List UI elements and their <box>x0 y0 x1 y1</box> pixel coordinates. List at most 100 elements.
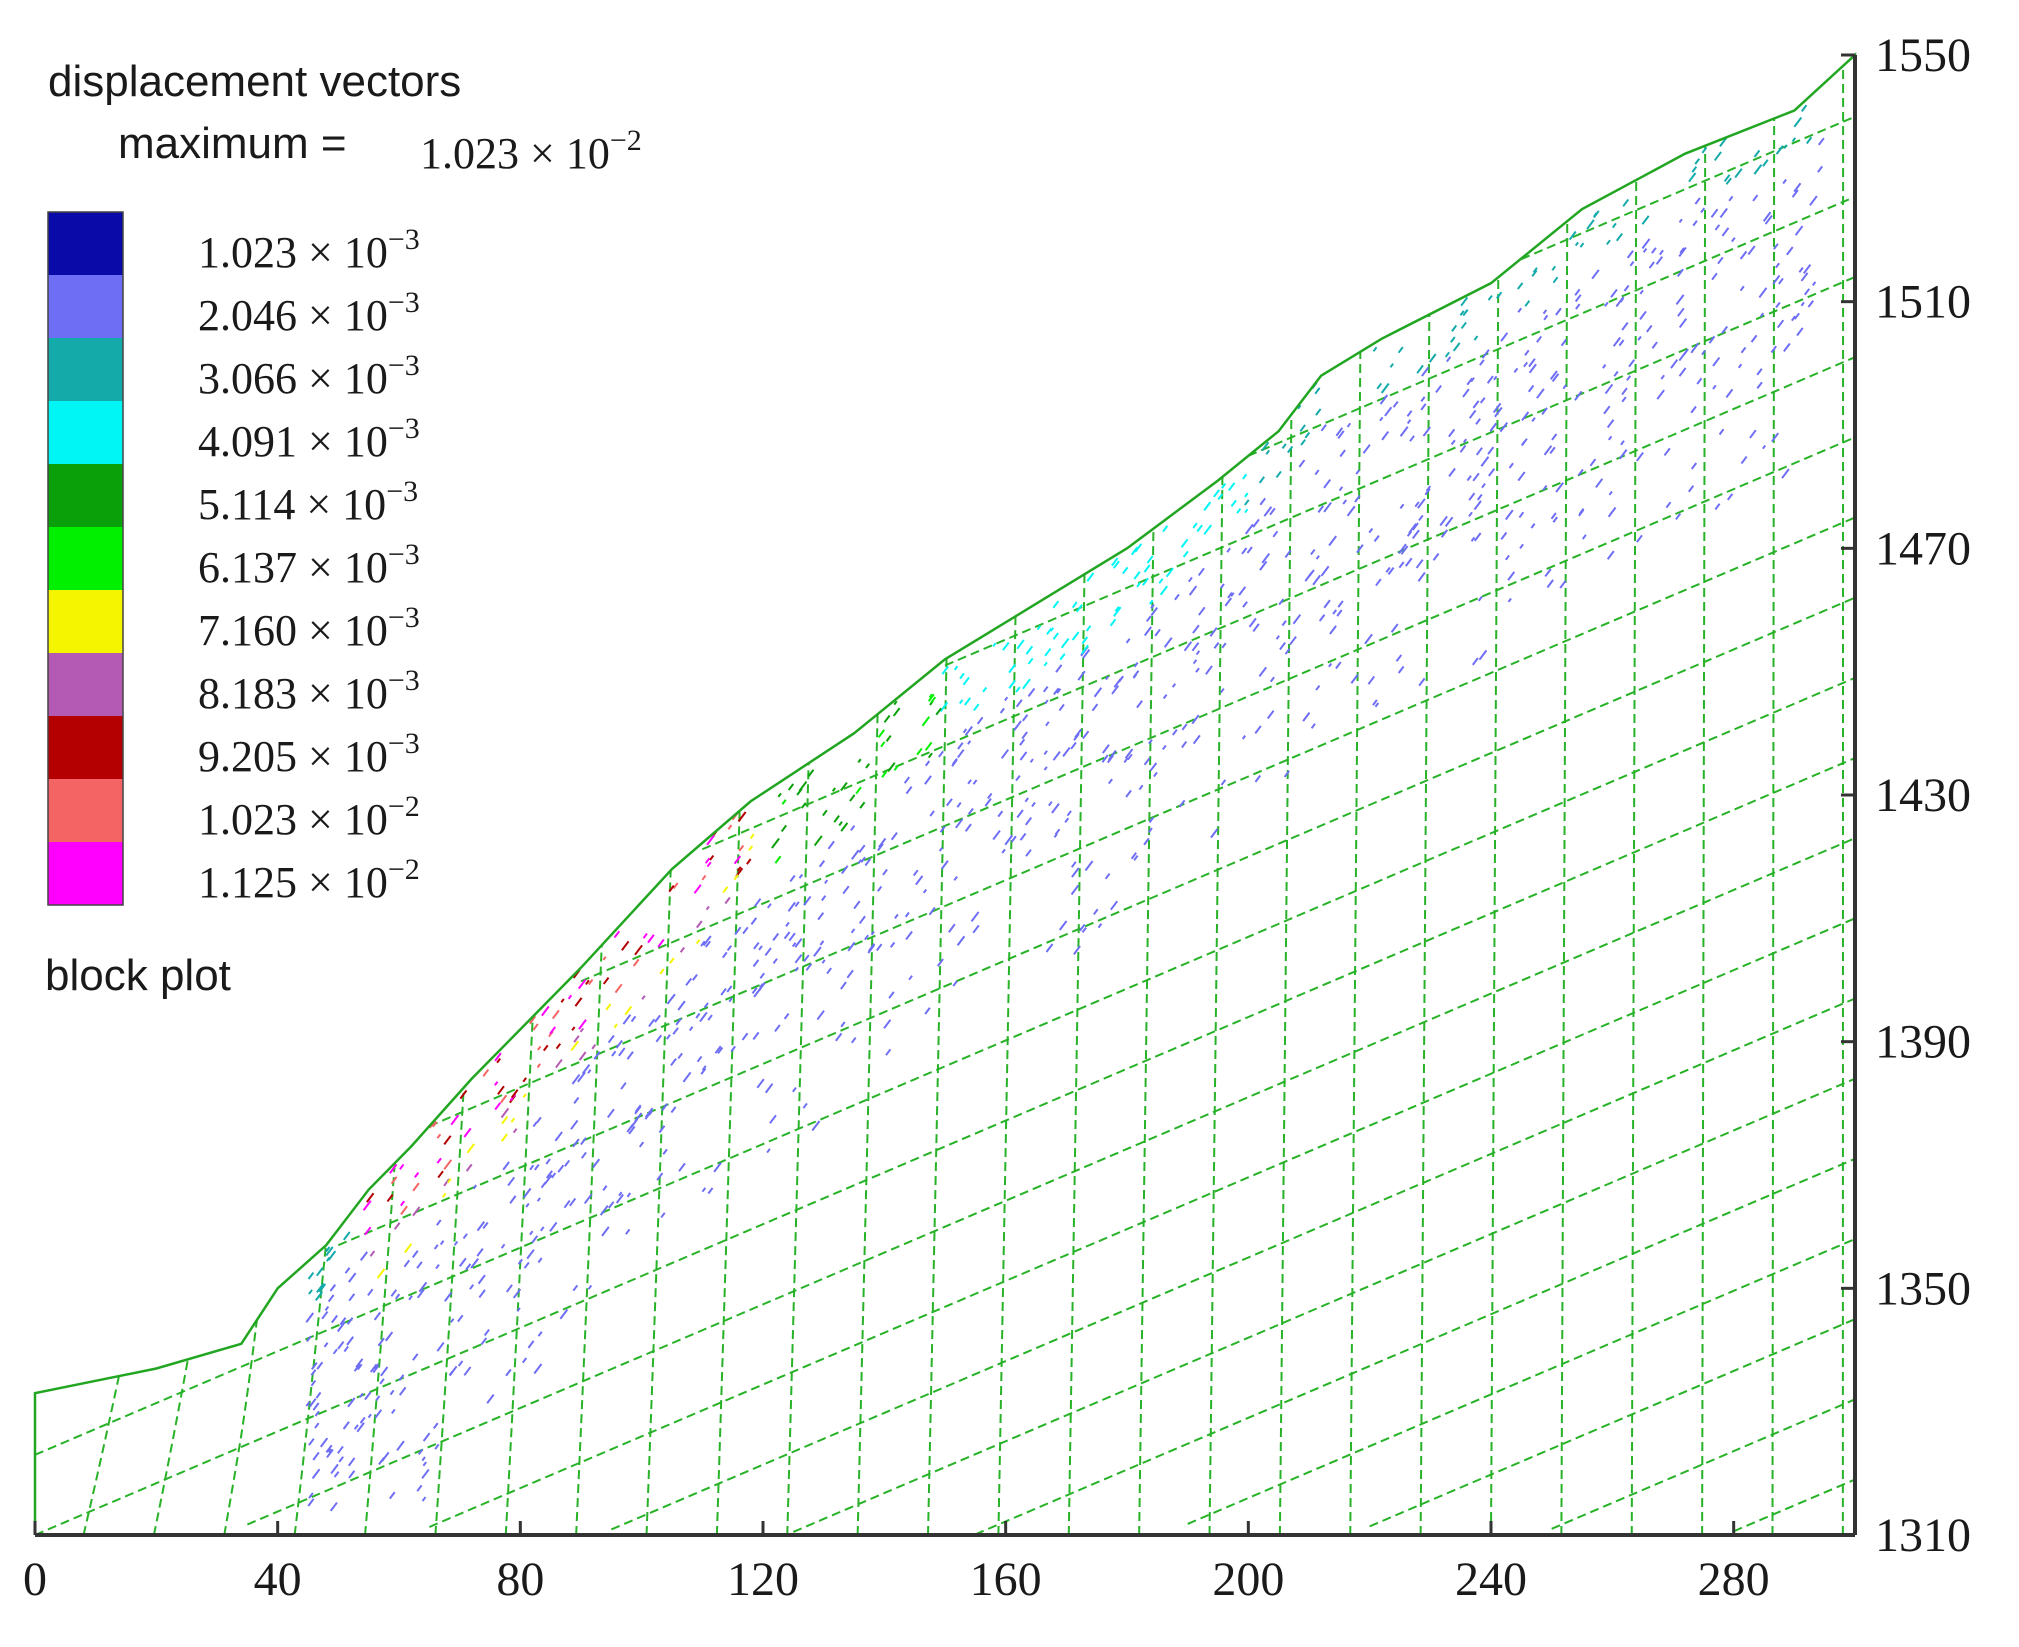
displacement-vector <box>459 1089 468 1100</box>
displacement-vector <box>534 1163 540 1171</box>
displacement-vector <box>1422 426 1432 437</box>
displacement-vector <box>688 1026 694 1032</box>
displacement-vector <box>1398 543 1407 555</box>
displacement-vector <box>1489 422 1498 432</box>
displacement-vector <box>1551 265 1557 271</box>
displacement-vector <box>632 958 640 967</box>
displacement-vector <box>443 1178 450 1187</box>
displacement-vector <box>956 801 962 808</box>
displacement-vector <box>1727 493 1734 501</box>
displacement-vector <box>1678 218 1683 224</box>
legend-bin-label: 2.046 × 10−3 <box>198 286 420 340</box>
x-axis-ticks: 0 40 80 120 160 200 240 280 <box>23 1521 1770 1606</box>
displacement-vector <box>323 1342 329 1348</box>
displacement-vector <box>1701 146 1708 154</box>
displacement-vector <box>1591 269 1600 280</box>
displacement-vector <box>564 1159 571 1167</box>
displacement-vector <box>704 857 711 864</box>
legend-title: displacement vectors <box>48 57 461 106</box>
displacement-vector <box>924 1007 931 1015</box>
displacement-vector <box>1786 246 1794 256</box>
displacement-vector <box>1320 565 1330 577</box>
displacement-vector <box>1428 353 1437 363</box>
displacement-vector <box>904 911 910 918</box>
displacement-vector <box>824 879 829 885</box>
displacement-vector <box>307 1271 315 1280</box>
displacement-vector <box>1265 449 1271 455</box>
displacement-vector <box>1475 418 1481 425</box>
displacement-vector <box>1045 721 1050 727</box>
displacement-vector <box>330 1463 339 1475</box>
displacement-vector <box>1320 424 1327 432</box>
displacement-vector <box>840 781 848 792</box>
displacement-vector <box>1753 164 1763 175</box>
displacement-vector <box>1052 751 1061 761</box>
displacement-vector <box>678 1162 686 1172</box>
displacement-vector <box>337 1445 344 1454</box>
displacement-vector <box>818 860 826 868</box>
displacement-vector <box>580 1137 587 1146</box>
displacement-vector <box>1796 327 1804 337</box>
displacement-vector <box>1356 544 1364 554</box>
displacement-vector <box>1541 407 1548 415</box>
displacement-vector <box>1621 396 1627 403</box>
displacement-vector <box>1252 623 1260 633</box>
displacement-vector <box>541 1005 550 1017</box>
displacement-vector <box>1080 644 1089 655</box>
displacement-vector <box>1606 239 1611 246</box>
displacement-vector <box>1244 492 1249 498</box>
displacement-vector <box>1725 388 1734 399</box>
displacement-vector <box>364 1226 372 1236</box>
displacement-vector <box>672 1027 679 1035</box>
displacement-vector <box>512 1128 518 1134</box>
displacement-vector <box>414 1172 420 1178</box>
displacement-vector <box>347 1397 356 1408</box>
displacement-vector <box>362 1200 372 1211</box>
displacement-vector <box>626 1192 632 1198</box>
displacement-vector <box>1805 136 1813 145</box>
displacement-vector <box>1531 269 1538 277</box>
displacement-vector <box>924 760 931 767</box>
displacement-vector <box>875 943 883 952</box>
displacement-vector <box>967 740 972 745</box>
displacement-vector <box>833 815 840 823</box>
displacement-vector <box>1543 445 1553 456</box>
x-tick-label: 280 <box>1698 1553 1770 1606</box>
mesh-joint-line <box>364 1163 396 1536</box>
displacement-vector <box>803 954 810 963</box>
displacement-vector <box>1690 405 1697 414</box>
displacement-vector <box>1162 525 1169 533</box>
displacement-vector <box>1803 288 1811 296</box>
displacement-vector <box>753 987 762 998</box>
displacement-vector <box>638 1141 645 1148</box>
displacement-vector <box>696 1055 703 1063</box>
displacement-vector <box>769 1114 777 1124</box>
displacement-vector <box>1019 751 1028 761</box>
displacement-vector <box>1114 606 1120 612</box>
displacement-vector <box>1688 172 1697 183</box>
displacement-vector <box>1385 566 1391 573</box>
displacement-vector <box>306 1335 312 1343</box>
displacement-vector <box>774 1024 781 1033</box>
displacement-vector <box>1308 569 1315 578</box>
mesh-bedding-line <box>34 757 1856 1536</box>
displacement-vector <box>1459 444 1467 453</box>
displacement-vector <box>693 884 702 894</box>
displacement-vector <box>772 932 780 941</box>
displacement-vector <box>1579 242 1585 248</box>
displacement-vector <box>421 1496 427 1502</box>
displacement-vector <box>1712 384 1717 390</box>
displacement-vector <box>436 1341 445 1352</box>
displacement-vector <box>591 1044 597 1050</box>
displacement-vector <box>394 1293 401 1300</box>
displacement-vector <box>1022 678 1031 690</box>
displacement-vector <box>1004 834 1014 846</box>
displacement-vector <box>1384 406 1393 417</box>
displacement-vector <box>1093 908 1099 915</box>
displacement-vector <box>1589 458 1597 467</box>
displacement-vector <box>1450 439 1456 446</box>
displacement-vector <box>756 1078 765 1089</box>
displacement-vector <box>1752 194 1759 202</box>
displacement-vector <box>970 911 980 922</box>
displacement-vector <box>1102 744 1110 754</box>
